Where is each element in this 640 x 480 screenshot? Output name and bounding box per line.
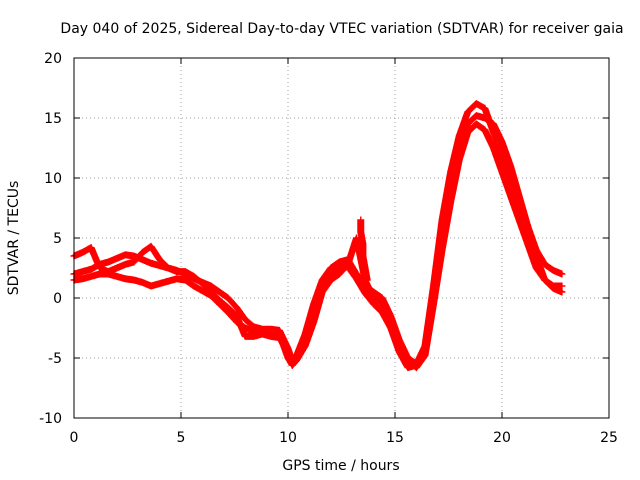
- y-tick-label: 15: [44, 111, 62, 127]
- x-axis-label: GPS time / hours: [282, 458, 399, 474]
- series-trace-c: [70, 120, 566, 372]
- y-tick-label: 20: [44, 51, 62, 67]
- chart-title: Day 040 of 2025, Sidereal Day-to-day VTE…: [60, 21, 623, 37]
- y-axis-label: SDTVAR / TECUs: [6, 181, 22, 296]
- series-spike: [357, 216, 371, 284]
- y-tick-label: 0: [53, 291, 62, 307]
- x-tick-label: 25: [600, 430, 618, 446]
- y-tick-label: -10: [39, 411, 62, 427]
- x-tick-label: 15: [386, 430, 404, 446]
- x-tick-label: 10: [279, 430, 297, 446]
- x-tick-label: 20: [493, 430, 511, 446]
- data-series: [70, 100, 566, 372]
- axis-ticks: 0 5 10 15 20 25 -10 -5 0 5 10 15 20: [39, 51, 618, 446]
- x-tick-label: 0: [70, 430, 79, 446]
- y-tick-label: -5: [48, 351, 62, 367]
- y-tick-label: 10: [44, 171, 62, 187]
- y-tick-label: 5: [53, 231, 62, 247]
- x-tick-label: 5: [177, 430, 186, 446]
